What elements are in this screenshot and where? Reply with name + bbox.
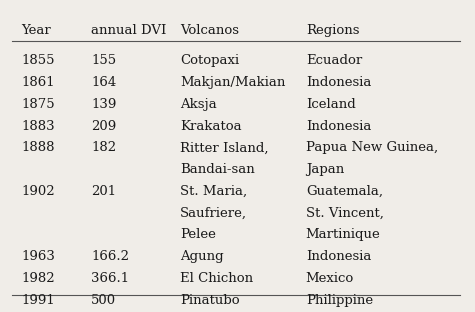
Text: Indonesia: Indonesia: [306, 76, 371, 89]
Text: Indonesia: Indonesia: [306, 119, 371, 133]
Text: Martinique: Martinique: [306, 228, 380, 241]
Text: 1888: 1888: [21, 141, 55, 154]
Text: Guatemala,: Guatemala,: [306, 185, 383, 198]
Text: Cotopaxi: Cotopaxi: [180, 54, 239, 67]
Text: 1861: 1861: [21, 76, 55, 89]
Text: 1963: 1963: [21, 250, 55, 263]
Text: 1991: 1991: [21, 294, 55, 307]
Text: Regions: Regions: [306, 24, 359, 37]
Text: Pinatubo: Pinatubo: [180, 294, 239, 307]
Text: St. Maria,: St. Maria,: [180, 185, 247, 198]
Text: Volcanos: Volcanos: [180, 24, 239, 37]
Text: Ritter Island,: Ritter Island,: [180, 141, 268, 154]
Text: Indonesia: Indonesia: [306, 250, 371, 263]
Text: annual DVI: annual DVI: [91, 24, 167, 37]
Text: Aksja: Aksja: [180, 98, 217, 111]
Text: 164: 164: [91, 76, 116, 89]
Text: 209: 209: [91, 119, 116, 133]
Text: 366.1: 366.1: [91, 272, 130, 285]
Text: Ecuador: Ecuador: [306, 54, 362, 67]
Text: 182: 182: [91, 141, 116, 154]
Text: St. Vincent,: St. Vincent,: [306, 207, 384, 220]
Text: Agung: Agung: [180, 250, 224, 263]
Text: Makjan/Makian: Makjan/Makian: [180, 76, 285, 89]
Text: Papua New Guinea,: Papua New Guinea,: [306, 141, 438, 154]
Text: Iceland: Iceland: [306, 98, 355, 111]
Text: Japan: Japan: [306, 163, 344, 176]
Text: 139: 139: [91, 98, 117, 111]
Text: 500: 500: [91, 294, 116, 307]
Text: El Chichon: El Chichon: [180, 272, 253, 285]
Text: Philippine: Philippine: [306, 294, 373, 307]
Text: Bandai-san: Bandai-san: [180, 163, 255, 176]
Text: Pelee: Pelee: [180, 228, 216, 241]
Text: Mexico: Mexico: [306, 272, 354, 285]
Text: 1883: 1883: [21, 119, 55, 133]
Text: 1982: 1982: [21, 272, 55, 285]
Text: Saufriere,: Saufriere,: [180, 207, 247, 220]
Text: 1855: 1855: [21, 54, 55, 67]
Text: 166.2: 166.2: [91, 250, 129, 263]
Text: 1875: 1875: [21, 98, 55, 111]
Text: 155: 155: [91, 54, 116, 67]
Text: 201: 201: [91, 185, 116, 198]
Text: 1902: 1902: [21, 185, 55, 198]
Text: Year: Year: [21, 24, 51, 37]
Text: Krakatoa: Krakatoa: [180, 119, 242, 133]
